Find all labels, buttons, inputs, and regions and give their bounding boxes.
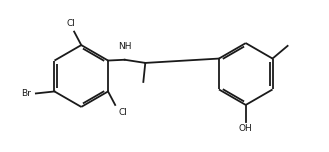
Text: NH: NH (118, 42, 132, 51)
Text: OH: OH (239, 124, 253, 133)
Text: Br: Br (21, 89, 31, 98)
Text: Cl: Cl (66, 19, 75, 28)
Text: Cl: Cl (118, 108, 127, 117)
